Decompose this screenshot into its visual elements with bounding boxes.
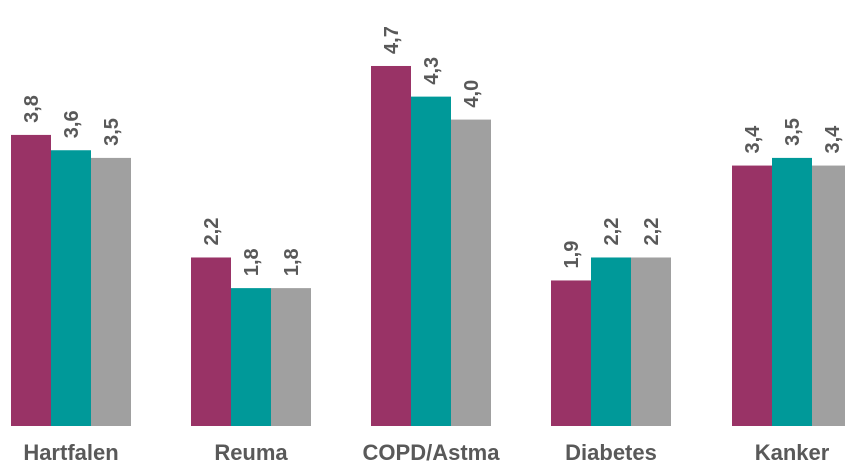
bar-copd-astma-series-1 [371,65,411,426]
category-label-hartfalen: Hartfalen [23,440,118,465]
category-label-diabetes: Diabetes [565,440,657,465]
bar-hartfalen-series-2 [51,150,91,427]
bar-kanker-series-2 [772,157,812,426]
bar-reuma-series-2 [231,288,271,426]
data-label-reuma-series-3: 1,8 [281,248,303,276]
data-label-copd-astma-series-2: 4,3 [421,57,443,85]
category-label-reuma: Reuma [214,440,288,465]
bar-diabetes-series-3 [631,257,671,426]
bar-copd-astma-series-2 [411,96,451,427]
bar-kanker-series-1 [732,165,772,426]
bar-hartfalen-series-1 [11,134,51,427]
bar-kanker-series-3 [812,165,845,426]
data-label-reuma-series-2: 1,8 [241,248,263,276]
bars-group [11,65,845,427]
data-label-kanker-series-1: 3,4 [742,125,764,154]
data-label-reuma-series-1: 2,2 [201,218,223,246]
data-label-hartfalen-series-3: 3,5 [101,118,123,146]
data-label-hartfalen-series-2: 3,6 [61,110,83,138]
data-label-kanker-series-2: 3,5 [782,118,804,146]
bar-reuma-series-1 [191,257,231,426]
data-label-copd-astma-series-1: 4,7 [381,26,403,54]
bar-hartfalen-series-3 [91,157,131,426]
bar-diabetes-series-1 [551,280,591,426]
data-label-diabetes-series-2: 2,2 [601,218,623,246]
data-label-diabetes-series-3: 2,2 [641,218,663,246]
bar-diabetes-series-2 [591,257,631,426]
value-labels-group: 3,8 3,6 3,5 2,2 1,8 1,8 4,7 4,3 4,0 1,9 2,2 2,2 3,4 3… [21,26,844,276]
bar-reuma-series-3 [271,288,311,426]
data-label-hartfalen-series-1: 3,8 [21,95,43,123]
data-label-copd-astma-series-3: 4,0 [461,80,483,108]
category-label-kanker: Kanker [755,440,830,465]
category-label-copd-astma: COPD/Astma [363,440,501,465]
data-label-kanker-series-3: 3,4 [822,125,844,154]
category-labels-group: Hartfalen Reuma COPD/Astma Diabetes Kanker [23,440,829,465]
bar-copd-astma-series-3 [451,119,491,426]
data-label-diabetes-series-1: 1,9 [561,241,583,269]
